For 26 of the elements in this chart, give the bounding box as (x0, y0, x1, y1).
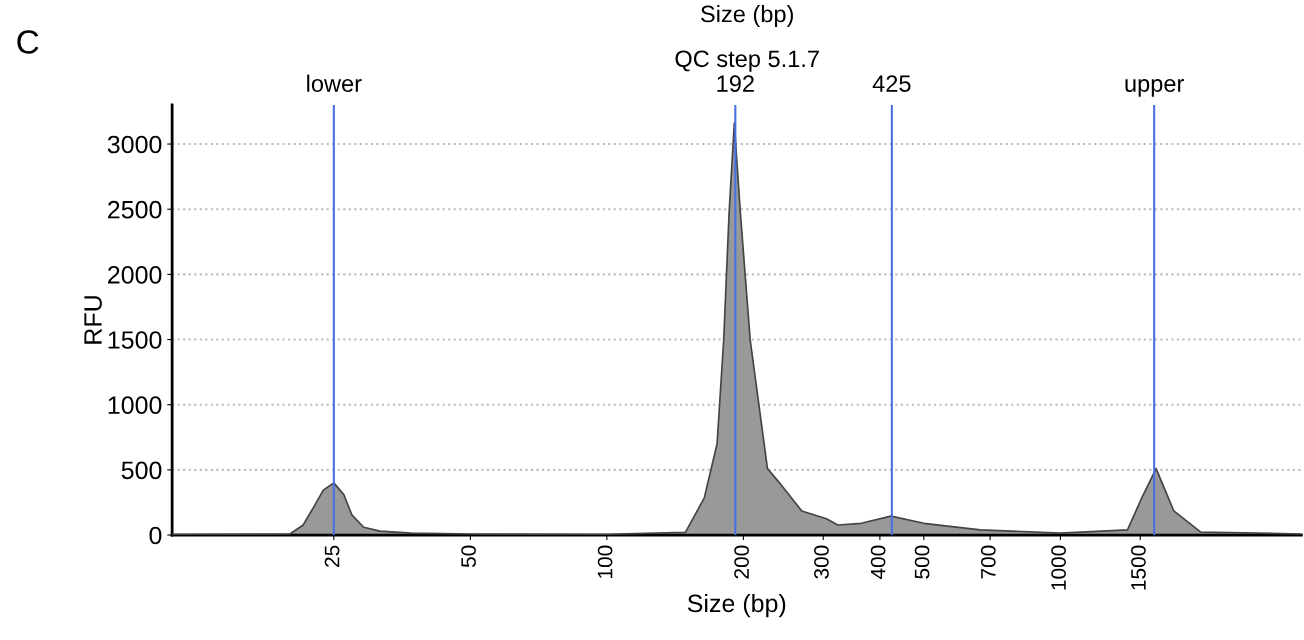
x-tick-label: 500 (914, 545, 930, 579)
x-tick-label: 200 (734, 545, 749, 579)
x-tick-label: 1000 (1051, 545, 1066, 590)
x-axis-title: Size (bp) (687, 593, 786, 618)
text: Size (bp) (701, 5, 793, 28)
y-tick-label: 500 (121, 461, 162, 480)
x-tick-label: 300 (814, 545, 829, 579)
y-axis-title: RFU (84, 296, 102, 344)
y-tick-label: 2500 (108, 200, 162, 219)
y-tick-label: 0 (149, 526, 162, 545)
y-tick-label: 3000 (107, 135, 162, 154)
chart-title: QC step 5.1.7 (675, 50, 819, 72)
ref-line-label: 192 (717, 75, 754, 92)
y-tick-label: 1500 (108, 331, 162, 349)
x-tick-label: 25 (324, 545, 340, 567)
y-tick-label: 2000 (108, 265, 162, 284)
text: C (17, 30, 39, 54)
x-tick-label: 700 (980, 545, 996, 579)
ref-line-label: upper (1125, 79, 1184, 97)
y-tick-label: 1000 (108, 396, 162, 415)
ref-line-label: lower (307, 74, 362, 92)
x-tick-label: 400 (870, 545, 886, 580)
x-tick-label: 100 (597, 545, 613, 578)
ref-line-label: 425 (872, 75, 911, 92)
x-tick-label: 1500 (1131, 545, 1146, 590)
x-tick-label: 50 (461, 545, 476, 568)
